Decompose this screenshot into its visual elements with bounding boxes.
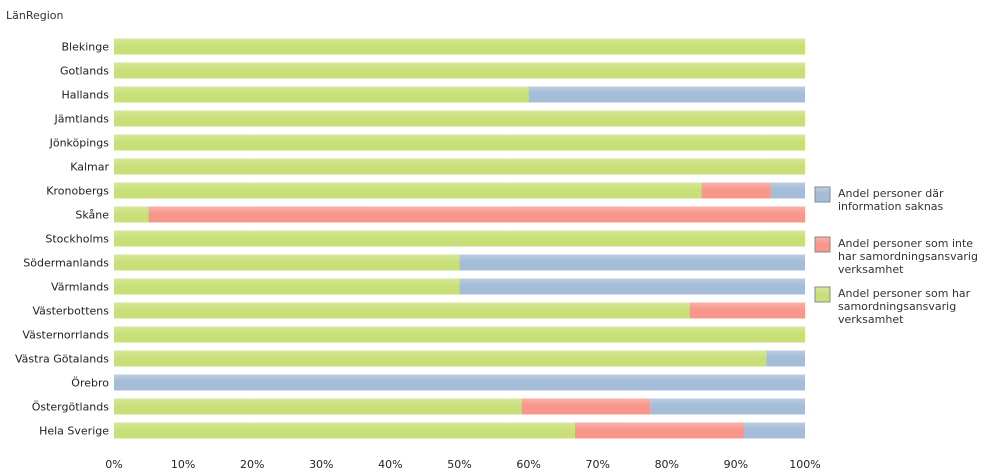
bar-segment[interactable] <box>114 38 805 55</box>
x-tick-label: 0% <box>105 458 122 471</box>
category-label: Västra Götalands <box>15 353 109 366</box>
category-label: Blekinge <box>61 41 109 54</box>
bar-segment[interactable] <box>770 182 805 199</box>
legend-swatch <box>814 186 831 203</box>
bar-segment[interactable] <box>114 182 702 199</box>
category-label: Hallands <box>61 89 109 102</box>
category-label: Stockholms <box>45 233 109 246</box>
x-tick-label: 100% <box>789 458 820 471</box>
bar-segment[interactable] <box>574 422 744 439</box>
category-label: Jämtlands <box>54 113 110 126</box>
category-label: Västerbottens <box>32 305 109 318</box>
category-label: Kalmar <box>70 161 109 174</box>
category-label: Kronobergs <box>46 185 109 198</box>
x-tick-label: 40% <box>378 458 402 471</box>
legend: Andel personer där information saknas Ande… <box>814 186 978 326</box>
category-label: Gotlands <box>60 65 109 78</box>
bar-segment[interactable] <box>743 422 805 439</box>
x-tick-label: 60% <box>516 458 540 471</box>
bar-segment[interactable] <box>114 134 805 151</box>
x-tick-label: 30% <box>309 458 333 471</box>
category-label: Södermanlands <box>23 257 109 270</box>
x-tick-label: 80% <box>655 458 679 471</box>
bar-segment[interactable] <box>114 302 690 319</box>
bar-segment[interactable] <box>114 374 805 391</box>
bar-segment[interactable] <box>148 206 806 223</box>
legend-entry: Andel personer där information saknas <box>838 187 944 213</box>
x-tick-label: 50% <box>447 458 471 471</box>
legend-entry: Andel personer som har samordningsansvari… <box>838 287 971 326</box>
bar-segment[interactable] <box>114 230 805 247</box>
x-tick-label: 70% <box>585 458 609 471</box>
bar-segment[interactable] <box>114 398 522 415</box>
category-label: Skåne <box>75 209 109 222</box>
bar-segment[interactable] <box>528 86 805 103</box>
bar-segment[interactable] <box>766 350 805 367</box>
legend-swatch <box>814 286 831 303</box>
bar-segment[interactable] <box>689 302 805 319</box>
bar-segment[interactable] <box>650 398 805 415</box>
category-label: Hela Sverige <box>39 425 109 438</box>
x-tick-label: 90% <box>724 458 748 471</box>
x-tick-label: 20% <box>240 458 264 471</box>
legend-entry: Andel personer som inte har samordningsan… <box>838 237 978 276</box>
bar-segment[interactable] <box>114 254 460 271</box>
bar-segment[interactable] <box>521 398 651 415</box>
category-labels: Blekinge Gotlands Hallands Jämtlands Jönköpi… <box>15 41 109 438</box>
bar-segment[interactable] <box>114 350 767 367</box>
bar-segment[interactable] <box>114 326 805 343</box>
category-label: Östergötlands <box>32 401 110 414</box>
bar-segment[interactable] <box>459 278 806 295</box>
dimension-title: LänRegion <box>6 9 64 22</box>
x-tick-label: 10% <box>171 458 195 471</box>
category-label: Örebro <box>71 377 109 390</box>
bar-segment[interactable] <box>114 110 805 127</box>
bars-group <box>114 38 806 439</box>
bar-segment[interactable] <box>114 422 575 439</box>
x-axis-ticks: 0% 10% 20% 30% 40% 50% 60% 70% 80% 90% 100% <box>105 458 820 471</box>
category-label: Västernorrlands <box>22 329 109 342</box>
bar-segment[interactable] <box>114 158 805 175</box>
legend-swatch <box>814 236 831 253</box>
bar-segment[interactable] <box>114 62 805 79</box>
bar-segment[interactable] <box>114 278 460 295</box>
bar-segment[interactable] <box>459 254 806 271</box>
bar-segment[interactable] <box>114 206 149 223</box>
category-label: Värmlands <box>51 281 109 294</box>
bar-segment[interactable] <box>701 182 771 199</box>
bar-segment[interactable] <box>114 86 529 103</box>
category-label: Jönköpings <box>49 137 110 150</box>
